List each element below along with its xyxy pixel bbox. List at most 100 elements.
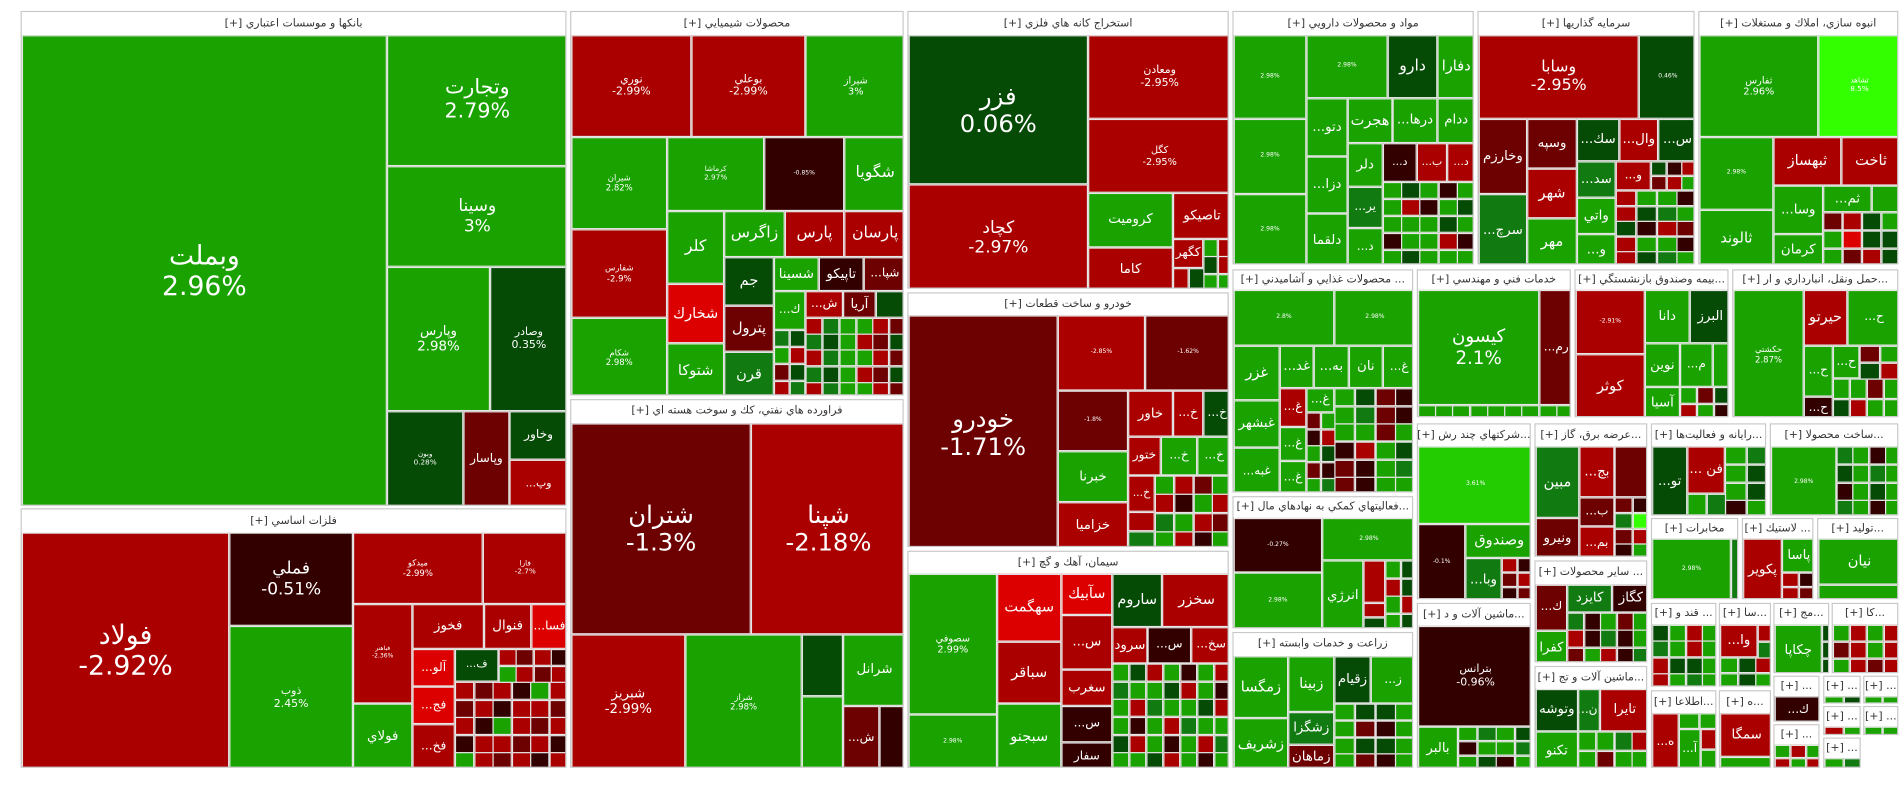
- stock-tile[interactable]: سخزر: [1162, 573, 1228, 628]
- minor-stock-tile[interactable]: [1713, 386, 1728, 404]
- minor-stock-tile[interactable]: [1163, 699, 1181, 718]
- minor-stock-tile[interactable]: [1836, 482, 1854, 501]
- sector-header[interactable]: ... [+]: [1824, 738, 1860, 757]
- sector-header[interactable]: استخراج كانه هاي فلزي [+]: [908, 12, 1228, 36]
- minor-stock-tile[interactable]: [1385, 560, 1402, 579]
- minor-stock-tile[interactable]: [1866, 378, 1884, 400]
- stock-tile[interactable]: فولاي: [352, 703, 413, 767]
- minor-stock-tile[interactable]: [1681, 161, 1694, 176]
- minor-stock-tile[interactable]: [492, 717, 512, 736]
- minor-stock-tile[interactable]: [454, 752, 475, 767]
- minor-stock-tile[interactable]: [1203, 256, 1218, 275]
- minor-stock-tile[interactable]: [872, 365, 890, 383]
- stock-tile[interactable]: انرژي: [1322, 560, 1364, 628]
- minor-stock-tile[interactable]: [822, 349, 840, 367]
- stock-tile[interactable]: وسا...: [1773, 185, 1824, 235]
- minor-stock-tile[interactable]: [1676, 190, 1694, 207]
- minor-stock-tile[interactable]: [822, 333, 840, 351]
- stock-tile[interactable]: قرن: [724, 351, 774, 395]
- minor-stock-tile[interactable]: [1320, 461, 1335, 479]
- minor-stock-tile[interactable]: [1567, 647, 1585, 662]
- stock-tile[interactable]: فج...: [412, 686, 455, 725]
- minor-stock-tile[interactable]: [1668, 672, 1686, 686]
- stock-tile[interactable]: شفارس -2.9%: [571, 229, 668, 318]
- minor-stock-tile[interactable]: [1363, 602, 1386, 618]
- minor-stock-tile[interactable]: [1469, 405, 1488, 417]
- minor-stock-tile[interactable]: [1129, 681, 1147, 700]
- minor-stock-tile[interactable]: [1180, 681, 1198, 700]
- minor-stock-tile[interactable]: [838, 333, 856, 351]
- stock-tile[interactable]: [1871, 185, 1898, 213]
- minor-stock-tile[interactable]: [498, 665, 517, 683]
- minor-stock-tile[interactable]: [1306, 478, 1321, 492]
- stock-tile[interactable]: خزاميا: [1057, 502, 1129, 546]
- minor-stock-tile[interactable]: [515, 648, 535, 666]
- sector-header[interactable]: ...ساخت محصولا [+]: [1770, 424, 1898, 446]
- minor-stock-tile[interactable]: [1501, 572, 1518, 588]
- minor-stock-tile[interactable]: [473, 699, 494, 718]
- minor-stock-tile[interactable]: [1631, 750, 1647, 767]
- stock-tile[interactable]: غ...: [1382, 345, 1412, 389]
- minor-stock-tile[interactable]: [1129, 734, 1147, 753]
- minor-stock-tile[interactable]: [1146, 663, 1164, 682]
- minor-stock-tile[interactable]: [1146, 681, 1164, 700]
- sector-header[interactable]: ...ماشين آلات و د [+]: [1417, 604, 1530, 625]
- minor-stock-tile[interactable]: [1400, 595, 1412, 614]
- stock-tile[interactable]: شكام 2.98%: [571, 317, 668, 395]
- minor-stock-tile[interactable]: [1656, 251, 1677, 264]
- minor-stock-tile[interactable]: [1354, 441, 1376, 460]
- sector-header[interactable]: فراورده هاي نفتي، كك و سوخت هسته اي [+]: [571, 400, 903, 423]
- minor-stock-tile[interactable]: [1656, 205, 1677, 222]
- minor-stock-tile[interactable]: [548, 717, 566, 736]
- minor-stock-tile[interactable]: [1173, 530, 1194, 546]
- stock-tile[interactable]: وصندوق: [1465, 524, 1530, 558]
- stock-tile[interactable]: زشگزا: [1288, 712, 1335, 745]
- stock-tile[interactable]: 2.98%: [1334, 289, 1412, 346]
- minor-stock-tile[interactable]: [838, 349, 856, 367]
- minor-stock-tile[interactable]: [1395, 720, 1412, 738]
- minor-stock-tile[interactable]: [773, 380, 790, 395]
- minor-stock-tile[interactable]: [511, 681, 531, 700]
- minor-stock-tile[interactable]: [1824, 758, 1844, 767]
- stock-tile[interactable]: جم: [724, 257, 774, 306]
- stock-tile[interactable]: -1.8%: [1057, 390, 1129, 452]
- minor-stock-tile[interactable]: [1180, 663, 1198, 682]
- minor-stock-tile[interactable]: [1868, 482, 1886, 501]
- stock-tile[interactable]: شگويا: [844, 137, 903, 212]
- stock-tile[interactable]: وا...: [1720, 624, 1758, 658]
- stock-tile[interactable]: وتجارت 2.79%: [386, 35, 566, 167]
- stock-tile[interactable]: وپ...: [509, 459, 566, 505]
- minor-stock-tile[interactable]: [1614, 528, 1633, 545]
- minor-stock-tile[interactable]: [1334, 720, 1355, 738]
- minor-stock-tile[interactable]: [1737, 673, 1757, 686]
- minor-stock-tile[interactable]: [1632, 497, 1647, 514]
- minor-stock-tile[interactable]: [773, 329, 790, 347]
- minor-stock-tile[interactable]: [1501, 587, 1518, 599]
- stock-tile[interactable]: ثشاهد 8.5%: [1818, 35, 1898, 138]
- stock-tile[interactable]: ددام: [1437, 98, 1473, 144]
- stock-tile[interactable]: ير...: [1347, 186, 1383, 229]
- sector-header[interactable]: ...عرضه برق، گاز [+]: [1535, 424, 1647, 446]
- minor-stock-tile[interactable]: [789, 380, 806, 395]
- sector-header[interactable]: ...ماشين آلات و تج [+]: [1535, 667, 1647, 688]
- minor-stock-tile[interactable]: [1334, 423, 1355, 442]
- minor-stock-tile[interactable]: [1320, 428, 1335, 446]
- minor-stock-tile[interactable]: [1685, 656, 1703, 674]
- stock-tile[interactable]: شهر: [1527, 168, 1577, 219]
- minor-stock-tile[interactable]: [872, 333, 890, 351]
- minor-stock-tile[interactable]: [1385, 613, 1402, 628]
- stock-tile[interactable]: [1818, 584, 1898, 599]
- stock-tile[interactable]: سباقر: [997, 641, 1062, 704]
- stock-tile[interactable]: دارو: [1387, 35, 1438, 99]
- minor-stock-tile[interactable]: [1632, 512, 1647, 529]
- minor-stock-tile[interactable]: [1495, 726, 1516, 742]
- minor-stock-tile[interactable]: [1861, 212, 1882, 231]
- stock-tile[interactable]: وخاور: [509, 411, 566, 460]
- sector-header[interactable]: ... [+]: [1774, 676, 1819, 696]
- stock-tile[interactable]: [1712, 343, 1728, 387]
- minor-stock-tile[interactable]: [805, 381, 823, 395]
- minor-stock-tile[interactable]: [1363, 616, 1386, 628]
- stock-tile[interactable]: تايرا: [1599, 688, 1647, 732]
- sector-header[interactable]: مواد و محصولات دارويي [+]: [1233, 12, 1473, 36]
- minor-stock-tile[interactable]: [1824, 696, 1844, 703]
